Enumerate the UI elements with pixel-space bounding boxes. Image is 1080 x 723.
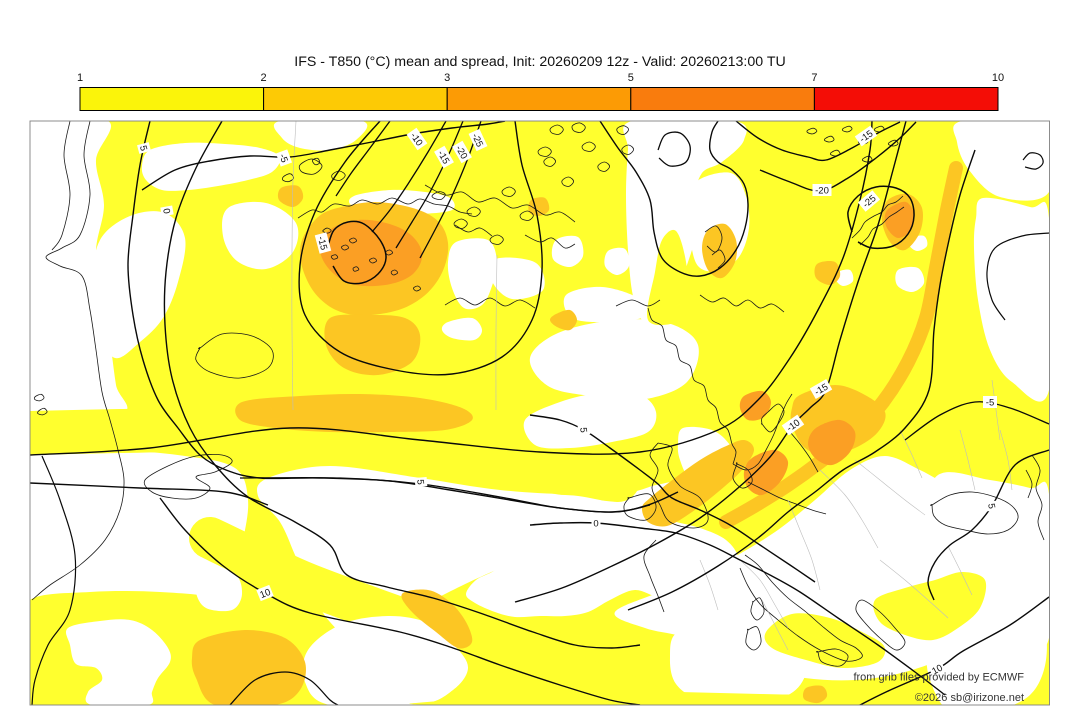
- svg-text:10: 10: [930, 663, 945, 678]
- svg-text:7: 7: [811, 72, 817, 84]
- svg-text:5: 5: [137, 144, 149, 152]
- svg-text:-15: -15: [315, 235, 329, 251]
- svg-text:0: 0: [593, 519, 598, 530]
- svg-text:10: 10: [258, 587, 272, 601]
- svg-text:5: 5: [414, 479, 425, 485]
- svg-text:1: 1: [77, 72, 83, 84]
- svg-text:©2026 sb@irizone.net: ©2026 sb@irizone.net: [915, 692, 1024, 704]
- svg-text:5: 5: [985, 503, 997, 510]
- svg-text:3: 3: [444, 72, 450, 84]
- svg-text:-5: -5: [986, 398, 994, 409]
- svg-text:from grib files provided by EC: from grib files provided by ECMWF: [853, 672, 1024, 684]
- svg-text:2: 2: [261, 72, 267, 84]
- svg-text:5: 5: [628, 72, 634, 84]
- svg-text:-20: -20: [815, 186, 829, 197]
- svg-text:-5: -5: [276, 152, 289, 164]
- svg-text:0: 0: [160, 208, 172, 215]
- svg-text:10: 10: [992, 72, 1004, 84]
- svg-text:IFS - T850 (°C) mean and sprea: IFS - T850 (°C) mean and spread, Init: 2…: [294, 54, 786, 70]
- svg-text:5: 5: [577, 427, 588, 433]
- svg-text:-25: -25: [469, 132, 485, 149]
